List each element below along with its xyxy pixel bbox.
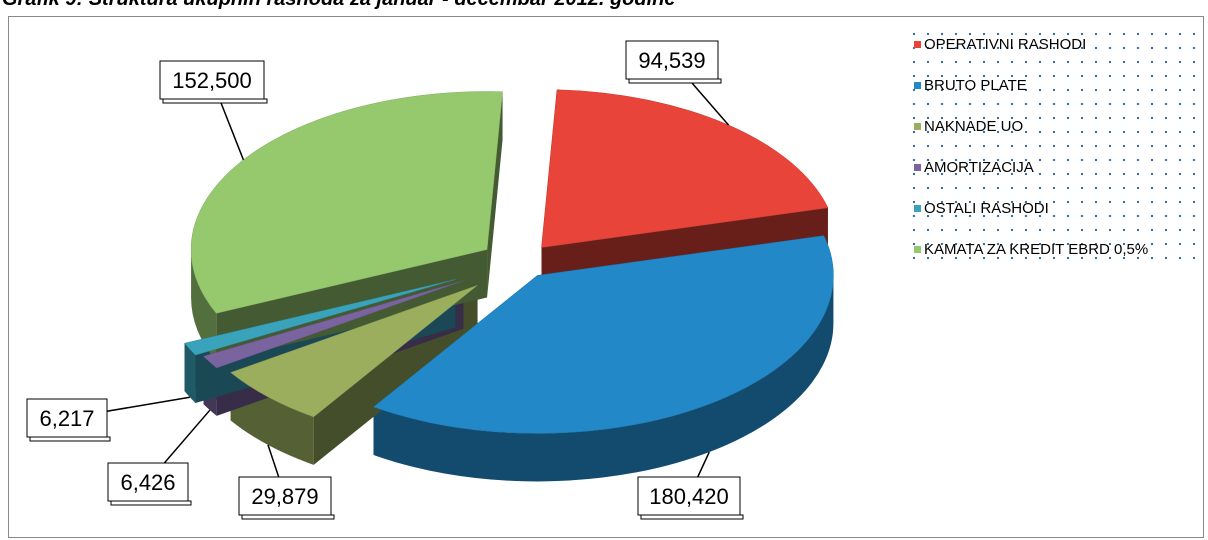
pie-slice-3 bbox=[230, 285, 478, 418]
data-label-box-3 bbox=[238, 476, 332, 516]
data-label-box-6 bbox=[159, 60, 265, 100]
legend-item: BRUTO PLATE bbox=[914, 75, 1027, 95]
pie-slice-tops bbox=[184, 89, 834, 434]
data-label-box-2 bbox=[637, 476, 741, 516]
legend-label: OSTALI RASHODI bbox=[924, 199, 1049, 217]
legend-item: OSTALI RASHODI bbox=[914, 198, 1049, 218]
data-label-text-2: 180,420 bbox=[649, 484, 729, 509]
legend-item: AMORTIZACIJA bbox=[914, 157, 1034, 177]
data-label-shadow-4 bbox=[110, 500, 192, 506]
pie-slice-wall-6 bbox=[487, 91, 503, 298]
pie-slice-4 bbox=[203, 280, 464, 369]
chart-title: Grafik 9: Struktura ukupnih rashoda za j… bbox=[2, 0, 676, 11]
data-label-shadow-6 bbox=[162, 98, 268, 104]
data-label-text-5: 6,217 bbox=[39, 406, 94, 431]
pie-slice-rim-5 bbox=[184, 343, 196, 404]
data-labels: 94,539 180,420 29,879 6,426 6,217 152,500 bbox=[26, 40, 744, 520]
legend-label: NAKNADE UO bbox=[924, 117, 1024, 135]
legend-swatch bbox=[914, 204, 921, 212]
data-label-shadow-5 bbox=[29, 436, 111, 442]
data-label-3: 29,879 bbox=[238, 476, 335, 520]
data-label-4: 6,426 bbox=[107, 462, 192, 506]
pie-slice-2 bbox=[373, 235, 834, 434]
data-label-5: 6,217 bbox=[26, 398, 111, 442]
data-label-2: 180,420 bbox=[637, 476, 744, 520]
data-label-text-4: 6,426 bbox=[120, 470, 175, 495]
legend-swatch bbox=[914, 245, 921, 253]
data-label-text-1: 94,539 bbox=[638, 48, 705, 73]
pie-slice-5 bbox=[184, 279, 456, 356]
legend-label: BRUTO PLATE bbox=[924, 76, 1027, 94]
legend-item: OPERATIVNI RASHODI bbox=[914, 34, 1086, 54]
legend-label: OPERATIVNI RASHODI bbox=[924, 35, 1087, 53]
legend: OPERATIVNI RASHODI BRUTO PLATE NAKNADE UO A… bbox=[904, 24, 1204, 270]
legend-swatch bbox=[914, 40, 921, 48]
data-label-box-5 bbox=[26, 398, 108, 438]
legend-label: KAMATA ZA KREDIT EBRD 0,5% bbox=[924, 240, 1149, 258]
data-label-shadow-2 bbox=[640, 514, 744, 520]
legend-item: NAKNADE UO bbox=[914, 116, 1023, 136]
legend-swatch bbox=[914, 122, 921, 130]
data-label-6: 152,500 bbox=[159, 60, 268, 104]
legend-item: KAMATA ZA KREDIT EBRD 0,5% bbox=[914, 239, 1148, 259]
data-label-shadow-3 bbox=[241, 514, 335, 520]
data-label-1: 94,539 bbox=[625, 40, 722, 84]
data-label-text-3: 29,879 bbox=[251, 484, 318, 509]
pie-slice-6 bbox=[190, 91, 503, 314]
legend-swatch bbox=[914, 163, 921, 171]
data-label-text-6: 152,500 bbox=[172, 68, 252, 93]
pie-slice-rim-6 bbox=[191, 249, 217, 362]
legend-swatch bbox=[914, 81, 921, 89]
legend-label: AMORTIZACIJA bbox=[924, 158, 1034, 176]
pie-slice-rim-2 bbox=[373, 275, 834, 482]
data-label-box-1 bbox=[625, 40, 719, 80]
data-label-shadow-1 bbox=[628, 78, 722, 84]
